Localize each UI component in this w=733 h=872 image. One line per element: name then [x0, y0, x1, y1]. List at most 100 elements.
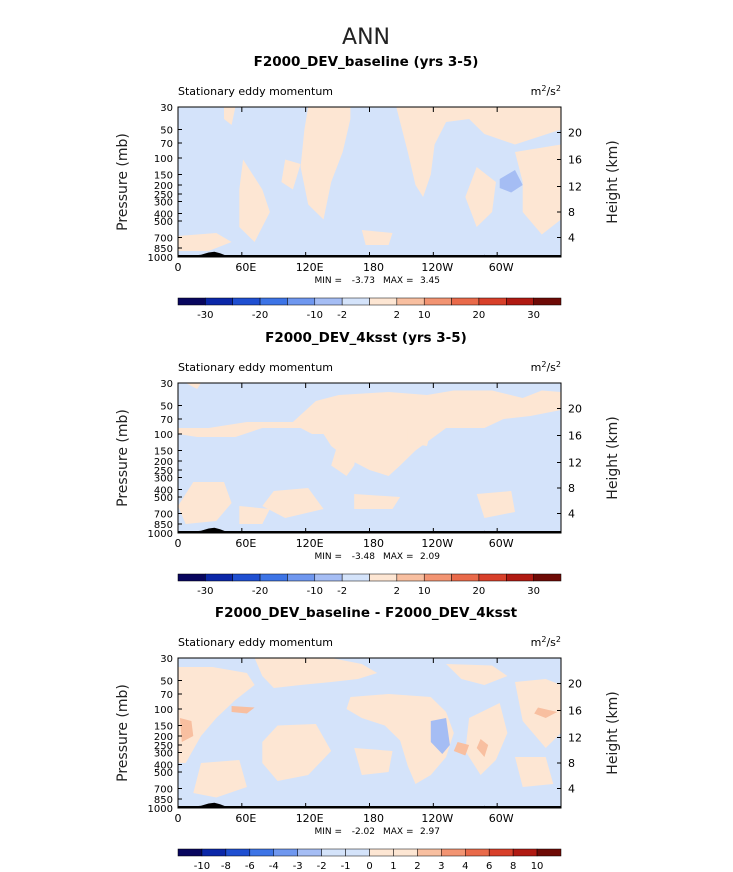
pressure-tick-label: 1000: [148, 253, 173, 264]
height-tick-label: 12: [568, 732, 582, 745]
pressure-tick-label: 100: [154, 430, 173, 441]
pressure-tick-label: 300: [154, 749, 173, 760]
colorbar-swatch: [506, 297, 534, 306]
max-label: MAX =: [383, 276, 414, 286]
colorbar: -30 -20 -10 -2 2 10 20 30: [177, 573, 562, 597]
pressure-tick-label: 30: [160, 103, 173, 114]
contour-region: [515, 757, 554, 787]
variable-label: Stationary eddy momentum: [178, 85, 333, 98]
colorbar-swatch: [369, 297, 398, 306]
y-axis-label-right: Height (km): [605, 691, 621, 774]
colorbar-swatch: [287, 573, 316, 582]
max-label: MAX =: [383, 552, 414, 562]
contour-region: [476, 739, 489, 757]
colorbar-swatch: [488, 848, 514, 857]
colorbar-label: -20: [252, 310, 268, 321]
pressure-tick-label: 400: [154, 210, 173, 221]
pressure-tick-label: 70: [160, 415, 173, 426]
pressure-tick-label: 70: [160, 690, 173, 701]
pressure-tick-label: 250: [154, 190, 173, 201]
pressure-tick-label: 400: [154, 761, 173, 772]
colorbar-label: -4: [269, 861, 279, 872]
y-axis-label-left: Pressure (mb): [115, 133, 131, 231]
contour-region: [465, 703, 508, 775]
min-max-readout: MIN = -2.02 MAX = 2.97: [314, 827, 440, 837]
lon-tick-label: 120E: [296, 812, 324, 825]
pressure-tick-label: 400: [154, 486, 173, 497]
pressure-tick-label: 500: [154, 768, 173, 779]
colorbar-swatch: [451, 297, 480, 306]
colorbar-label: -8: [221, 861, 231, 872]
pressure-tick-label: 1000: [148, 804, 173, 815]
colorbar-label: 2: [394, 586, 400, 597]
colorbar-label: -6: [245, 861, 255, 872]
min-max-readout: MIN = -3.73 MAX = 3.45: [314, 276, 440, 286]
colorbar-swatch: [201, 848, 227, 857]
colorbar-swatch: [478, 573, 507, 582]
colorbar-label: 2: [414, 861, 420, 872]
contour-region: [396, 107, 561, 197]
lon-tick-label: 60W: [489, 261, 514, 274]
contour-region: [178, 482, 232, 524]
lon-tick-label: 60E: [235, 261, 256, 274]
colorbar-label: -10: [194, 861, 210, 872]
colorbar: -30 -20 -10 -2 2 10 20 30: [177, 297, 562, 321]
panel-1: F2000_DEV_baseline (yrs 3-5) Stationary e…: [115, 54, 621, 321]
pressure-tick-label: 250: [154, 741, 173, 752]
units-part: m: [531, 85, 542, 98]
colorbar-label: 10: [418, 310, 431, 321]
units-part: 2: [556, 360, 561, 369]
pressure-tick-label: 200: [154, 732, 173, 743]
colorbar-swatch: [478, 297, 507, 306]
colorbar-label: 8: [510, 861, 516, 872]
units-label: m2/s2: [531, 360, 561, 374]
pressure-tick-label: 850: [154, 520, 173, 531]
colorbar: -10 -8 -6 -4 -3 -2 -1 0 1 2 3 4 6 8 10: [177, 848, 562, 872]
contour-region: [178, 233, 232, 251]
colorbar-swatch: [341, 573, 370, 582]
colorbar-swatch: [273, 848, 298, 857]
units-part: 2: [541, 84, 546, 93]
contour-region: [178, 667, 255, 763]
pressure-tick-label: 500: [154, 493, 173, 504]
colorbar-swatch: [314, 573, 343, 582]
pressure-tick-label: 850: [154, 244, 173, 255]
pressure-tick-label: 30: [160, 379, 173, 390]
contour-region: [179, 718, 194, 742]
height-tick-label: 16: [568, 154, 582, 167]
pressure-tick-label: 150: [154, 722, 173, 733]
units-label: m2/s2: [531, 84, 561, 98]
colorbar-label: 30: [527, 586, 540, 597]
colorbar-label: -2: [337, 310, 347, 321]
contour-fields: [178, 107, 561, 257]
colorbar-swatch: [465, 848, 490, 857]
height-tick-label: 4: [568, 232, 575, 245]
colorbar-swatch: [249, 848, 274, 857]
pressure-tick-label: 850: [154, 795, 173, 806]
units-part: 2: [556, 84, 561, 93]
colorbar-swatch: [512, 848, 538, 857]
pressure-tick-label: 150: [154, 447, 173, 458]
colorbar-swatch: [369, 848, 394, 857]
panel-2: F2000_DEV_4ksst (yrs 3-5) Stationary eddy…: [115, 330, 621, 597]
colorbar-label: -20: [252, 586, 268, 597]
colorbar-swatch: [321, 848, 346, 857]
colorbar-swatch: [205, 573, 233, 582]
colorbar-label: 30: [527, 310, 540, 321]
max-label: MAX =: [383, 827, 414, 837]
pressure-tick-label: 200: [154, 181, 173, 192]
colorbar-swatch: [314, 297, 343, 306]
lon-tick-label: 180: [363, 261, 384, 274]
colorbar-swatch: [506, 573, 534, 582]
colorbar-swatch: [451, 573, 480, 582]
pressure-tick-label: 300: [154, 198, 173, 209]
pressure-tick-label: 700: [154, 234, 173, 245]
contour-region: [262, 724, 332, 781]
pressure-tick-label: 150: [154, 171, 173, 182]
colorbar-swatch: [393, 848, 418, 857]
contour-fields: [178, 383, 561, 533]
colorbar-label: -3: [293, 861, 303, 872]
height-tick-label: 12: [568, 457, 582, 470]
colorbar-label: 1: [390, 861, 396, 872]
panel-title: F2000_DEV_baseline (yrs 3-5): [254, 54, 479, 70]
